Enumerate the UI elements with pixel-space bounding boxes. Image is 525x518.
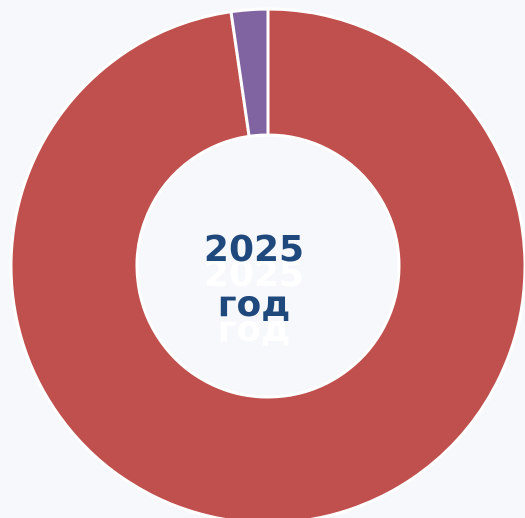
slice [9,7,525,518]
center-text-shadow: 2025 [204,254,304,295]
center-text-shadow: год [218,309,291,350]
center-text: год [218,284,291,325]
slices [9,7,525,518]
slice [229,7,270,139]
center-text: 2025 [204,229,304,270]
